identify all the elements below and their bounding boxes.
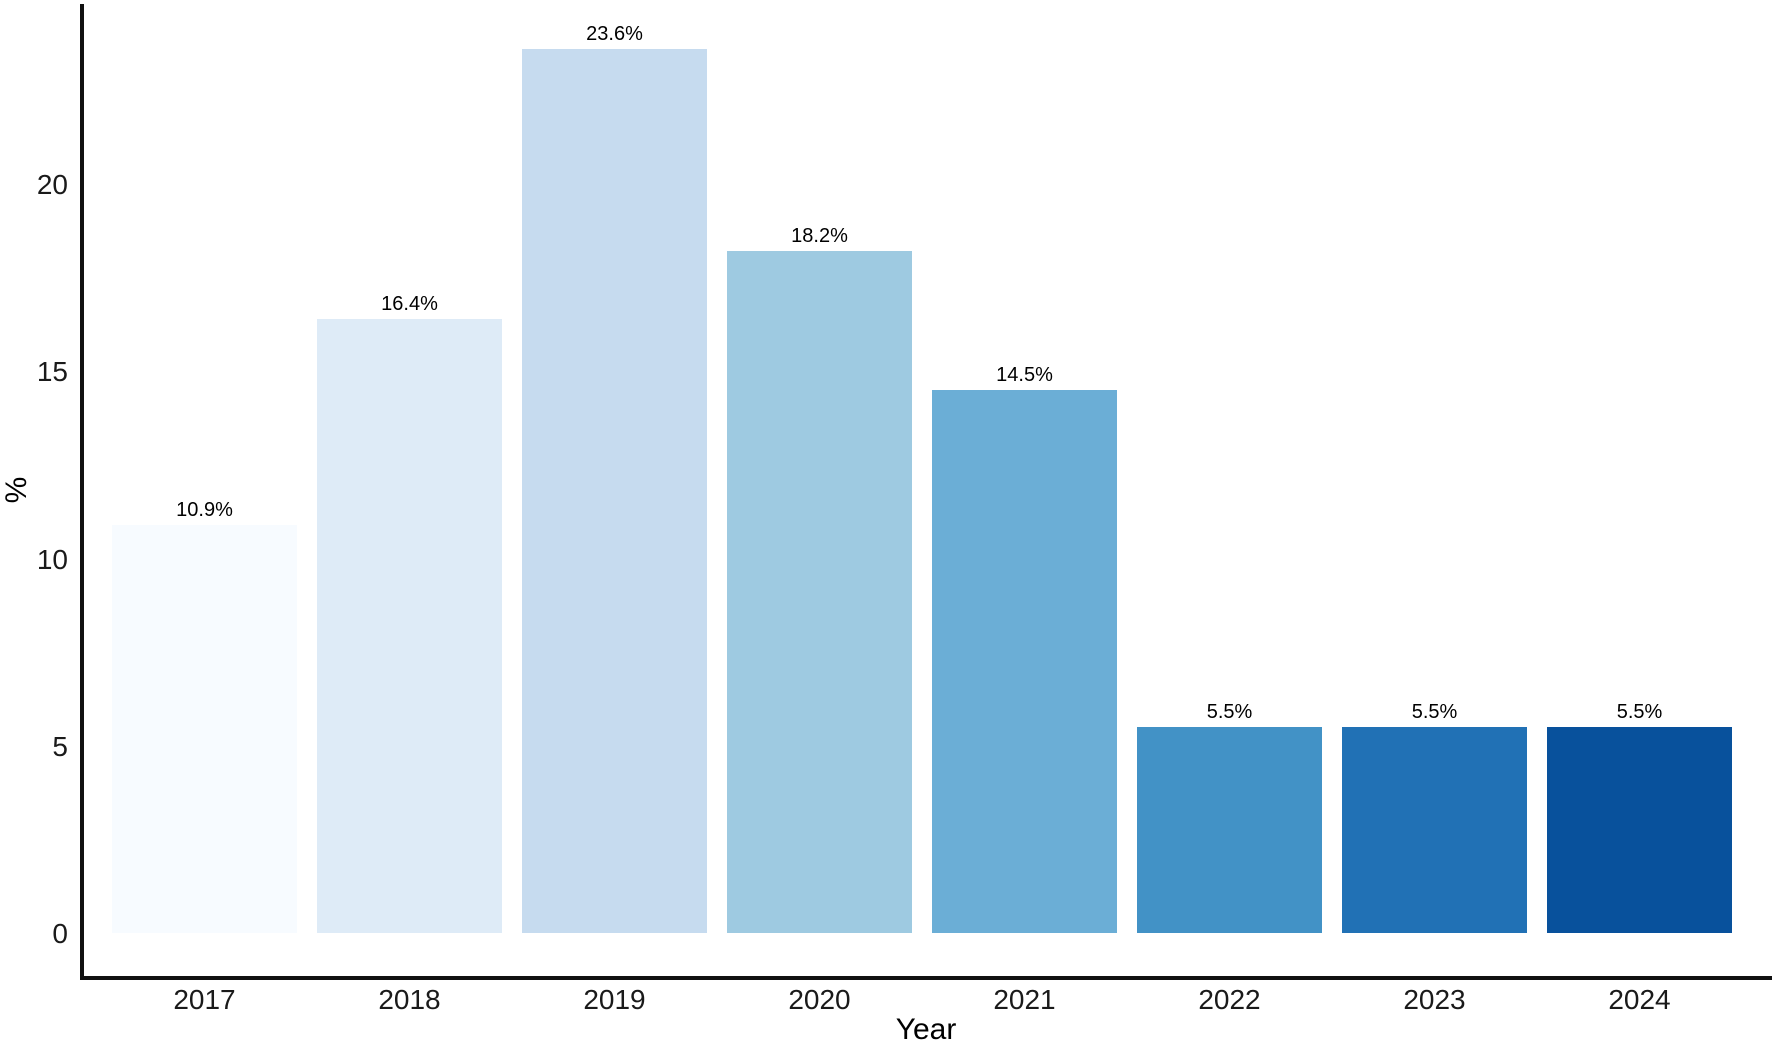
y-tick-label-5: 5 bbox=[52, 731, 68, 762]
bar-value-label-2022: 5.5% bbox=[1206, 701, 1253, 723]
x-tick-label-2024: 2024 bbox=[1608, 984, 1671, 1015]
bar-2024 bbox=[1547, 727, 1732, 933]
bar-2023 bbox=[1342, 727, 1527, 933]
y-tick-label-0: 0 bbox=[52, 918, 68, 949]
bar-2022 bbox=[1137, 727, 1322, 933]
bar-2018 bbox=[317, 319, 502, 933]
bar-2019 bbox=[522, 49, 707, 933]
bar-2017 bbox=[112, 525, 297, 933]
y-tick-label-15: 15 bbox=[36, 356, 68, 387]
x-tick-label-2019: 2019 bbox=[583, 984, 646, 1015]
bar-value-label-2023: 5.5% bbox=[1411, 701, 1458, 723]
y-axis-title: % bbox=[0, 476, 33, 504]
x-axis-title: Year bbox=[895, 1013, 957, 1046]
y-axis-line bbox=[80, 4, 84, 980]
bar-value-label-2018: 16.4% bbox=[381, 293, 438, 315]
bar-value-label-2019: 23.6% bbox=[586, 23, 643, 45]
bar-value-label-2024: 5.5% bbox=[1616, 701, 1663, 723]
x-tick-label-2021: 2021 bbox=[993, 984, 1056, 1015]
x-tick-label-2017: 2017 bbox=[173, 984, 236, 1015]
x-axis-line bbox=[80, 976, 1772, 980]
y-tick-label-10: 10 bbox=[36, 544, 68, 575]
x-tick-label-2023: 2023 bbox=[1403, 984, 1466, 1015]
x-tick-label-2018: 2018 bbox=[378, 984, 441, 1015]
bar-2020 bbox=[727, 251, 912, 933]
y-tick-label-20: 20 bbox=[36, 169, 68, 200]
x-tick-label-2020: 2020 bbox=[788, 984, 851, 1015]
x-tick-label-2022: 2022 bbox=[1198, 984, 1261, 1015]
bar-value-label-2020: 18.2% bbox=[791, 225, 848, 247]
bar-value-label-2021: 14.5% bbox=[996, 364, 1053, 386]
bar-value-label-2017: 10.9% bbox=[176, 499, 233, 521]
bar-2021 bbox=[932, 390, 1117, 933]
